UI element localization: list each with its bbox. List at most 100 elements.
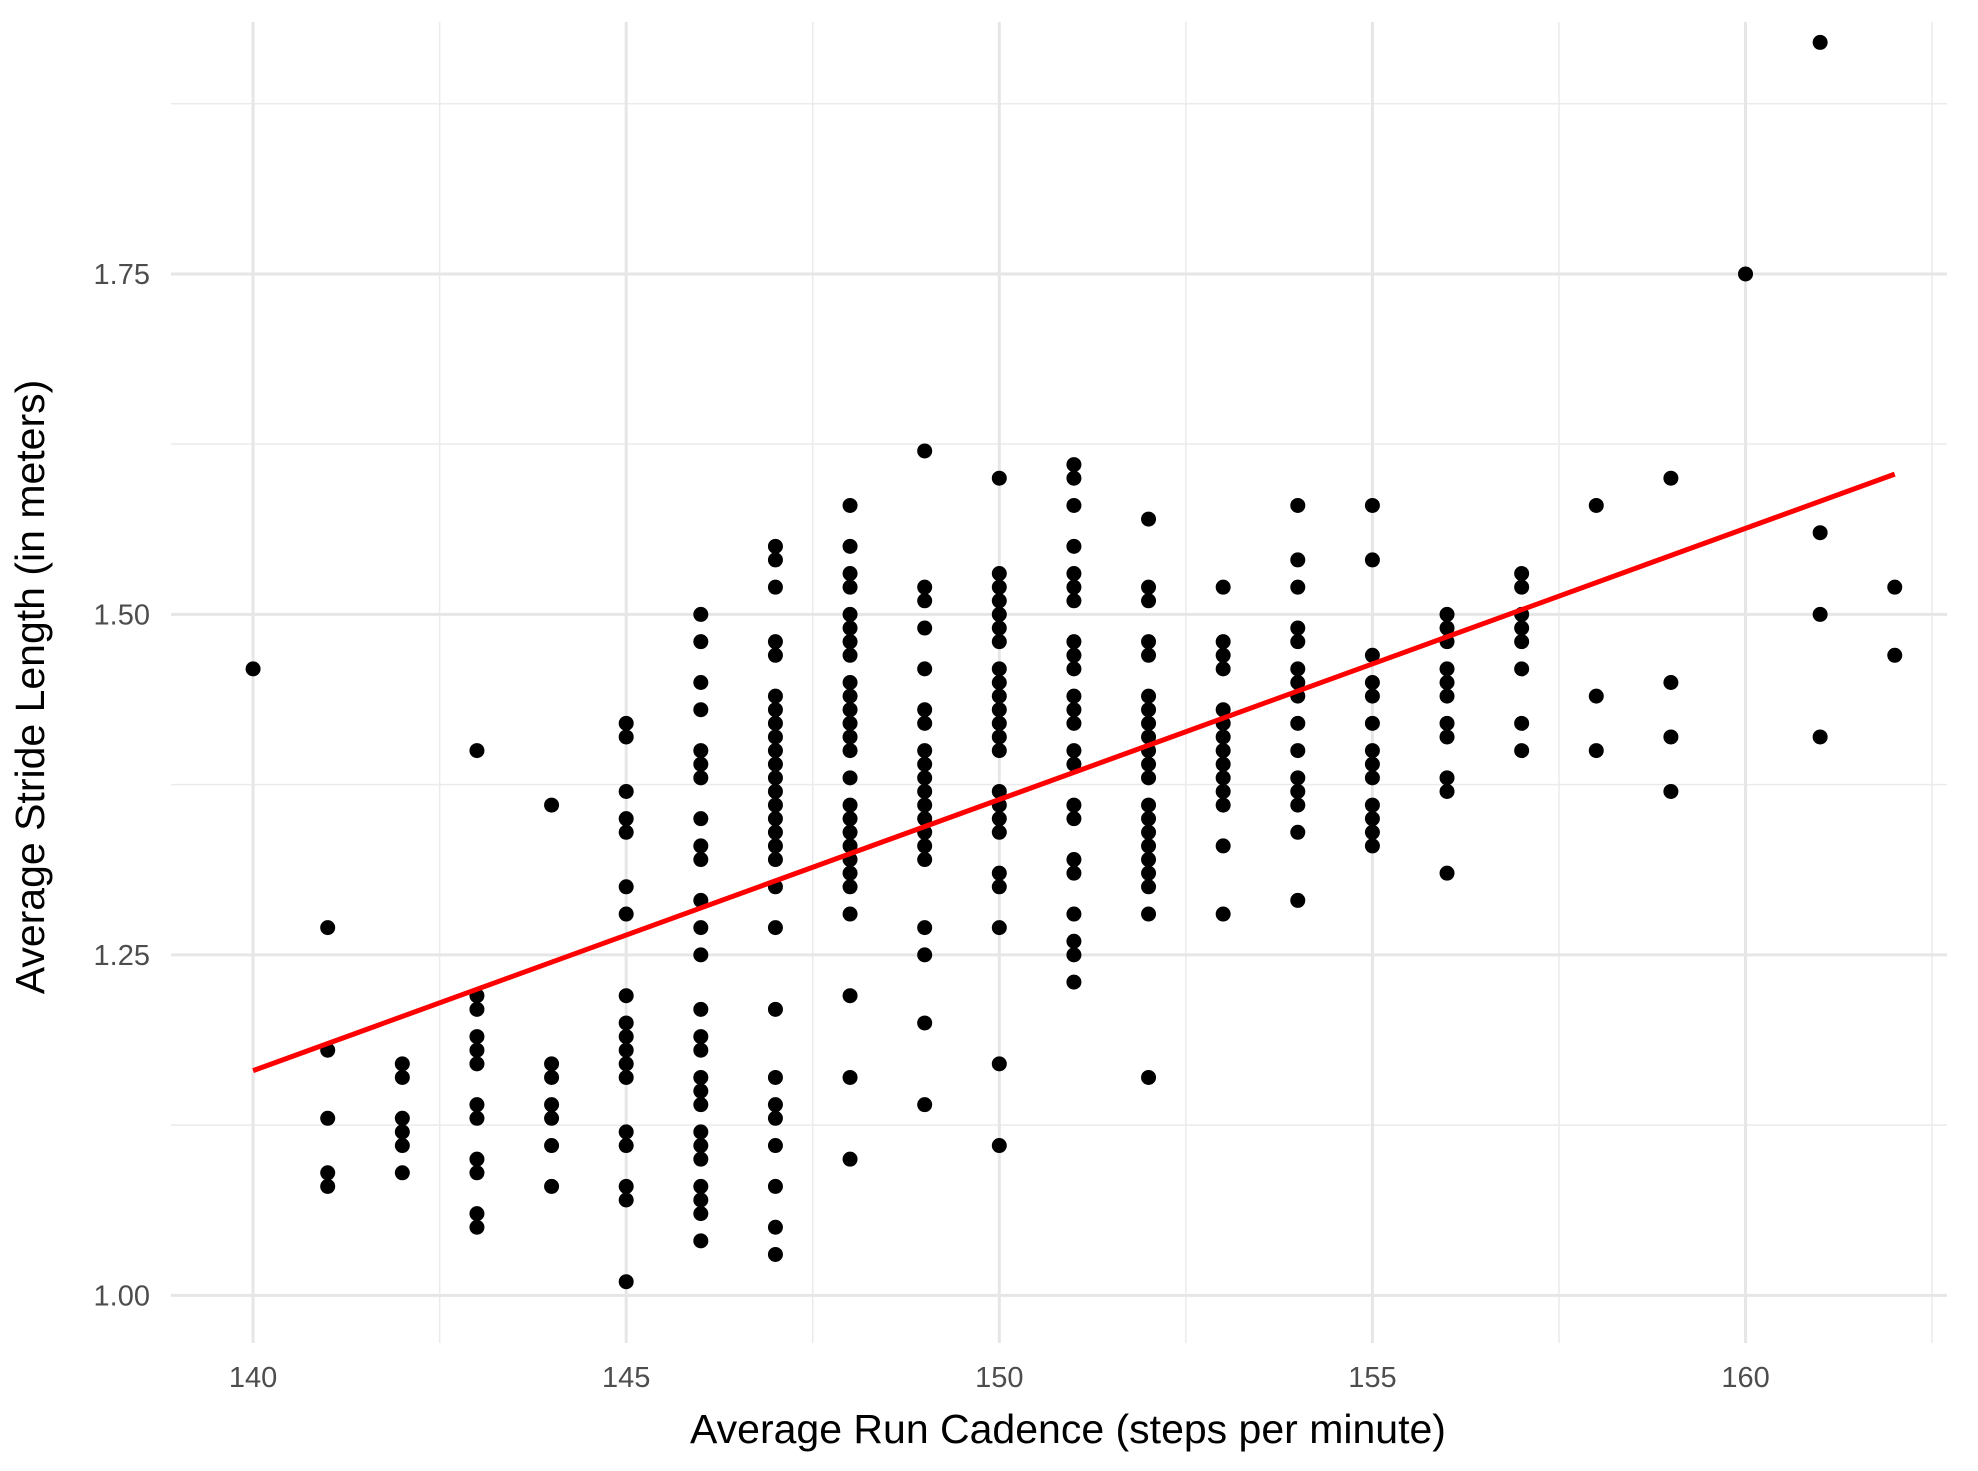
data-point xyxy=(767,824,783,840)
data-point xyxy=(767,770,783,786)
data-point xyxy=(1588,743,1604,759)
data-point xyxy=(693,1151,709,1167)
data-point xyxy=(618,1192,634,1208)
data-point xyxy=(991,824,1007,840)
data-point xyxy=(693,947,709,963)
data-point xyxy=(1364,770,1380,786)
data-point xyxy=(1812,606,1828,622)
data-point xyxy=(618,1056,634,1072)
data-point xyxy=(767,756,783,772)
data-point xyxy=(1439,675,1455,690)
data-point xyxy=(991,606,1007,622)
data-point xyxy=(618,879,634,895)
data-point xyxy=(618,783,634,799)
data-point xyxy=(842,988,858,1004)
data-point xyxy=(693,1124,709,1140)
data-point xyxy=(544,1069,560,1085)
data-point xyxy=(1066,566,1082,582)
data-point xyxy=(245,661,261,677)
data-point xyxy=(917,770,933,786)
data-point xyxy=(917,797,933,813)
data-point xyxy=(1290,892,1306,908)
data-point xyxy=(693,743,709,759)
data-point xyxy=(618,988,634,1004)
data-point xyxy=(1290,552,1306,568)
data-point xyxy=(767,1069,783,1085)
data-point xyxy=(991,715,1007,731)
data-point xyxy=(1141,906,1157,922)
data-point xyxy=(1439,688,1455,704)
data-point xyxy=(394,1056,410,1072)
data-point xyxy=(1066,756,1082,772)
data-point xyxy=(1887,647,1903,663)
data-point xyxy=(767,538,783,554)
data-point xyxy=(1215,906,1231,922)
data-point xyxy=(1364,811,1380,827)
data-point xyxy=(1290,634,1306,650)
data-point xyxy=(1066,497,1082,513)
data-point xyxy=(842,702,858,718)
data-point xyxy=(544,1178,560,1194)
data-point xyxy=(544,797,560,813)
data-point xyxy=(1663,675,1679,690)
data-point xyxy=(991,579,1007,595)
data-point xyxy=(618,1029,634,1045)
data-point xyxy=(1141,1069,1157,1085)
data-point xyxy=(693,606,709,622)
data-point xyxy=(767,1219,783,1235)
data-point xyxy=(1364,824,1380,840)
data-point xyxy=(693,702,709,718)
data-point xyxy=(1066,852,1082,868)
data-point xyxy=(1141,879,1157,895)
data-point xyxy=(1141,852,1157,868)
data-point xyxy=(842,620,858,636)
data-point xyxy=(693,920,709,936)
data-point xyxy=(1066,579,1082,595)
data-point xyxy=(1290,824,1306,840)
data-point xyxy=(1439,783,1455,799)
data-point xyxy=(1364,675,1380,690)
data-point xyxy=(842,497,858,513)
data-point xyxy=(1141,729,1157,745)
data-point xyxy=(842,906,858,922)
data-point xyxy=(767,552,783,568)
data-point xyxy=(767,647,783,663)
data-point xyxy=(1439,620,1455,636)
data-point xyxy=(1141,811,1157,827)
data-point xyxy=(991,811,1007,827)
data-point xyxy=(1812,34,1828,50)
data-point xyxy=(693,675,709,690)
data-point xyxy=(469,1097,485,1113)
data-point xyxy=(618,811,634,827)
data-point xyxy=(693,1069,709,1085)
data-point xyxy=(618,906,634,922)
data-point xyxy=(1066,947,1082,963)
data-point xyxy=(1514,579,1530,595)
data-point xyxy=(1364,797,1380,813)
data-point xyxy=(991,593,1007,609)
data-point xyxy=(618,1138,634,1154)
data-point xyxy=(1141,715,1157,731)
data-point xyxy=(842,675,858,690)
data-point xyxy=(842,865,858,881)
data-point xyxy=(1812,729,1828,745)
data-point xyxy=(767,1001,783,1017)
data-point xyxy=(1215,647,1231,663)
data-point xyxy=(842,579,858,595)
data-point xyxy=(693,1029,709,1045)
data-point xyxy=(842,743,858,759)
data-point xyxy=(469,1029,485,1045)
data-point xyxy=(544,1097,560,1113)
data-point xyxy=(842,566,858,582)
data-point xyxy=(1141,511,1157,527)
trend-line xyxy=(252,471,1896,1073)
data-point xyxy=(693,756,709,772)
data-point xyxy=(320,920,336,936)
data-point xyxy=(618,1124,634,1140)
data-point xyxy=(1290,783,1306,799)
data-point xyxy=(1141,647,1157,663)
data-point xyxy=(767,1178,783,1194)
data-point xyxy=(1215,770,1231,786)
data-point xyxy=(1215,743,1231,759)
data-point xyxy=(1066,906,1082,922)
